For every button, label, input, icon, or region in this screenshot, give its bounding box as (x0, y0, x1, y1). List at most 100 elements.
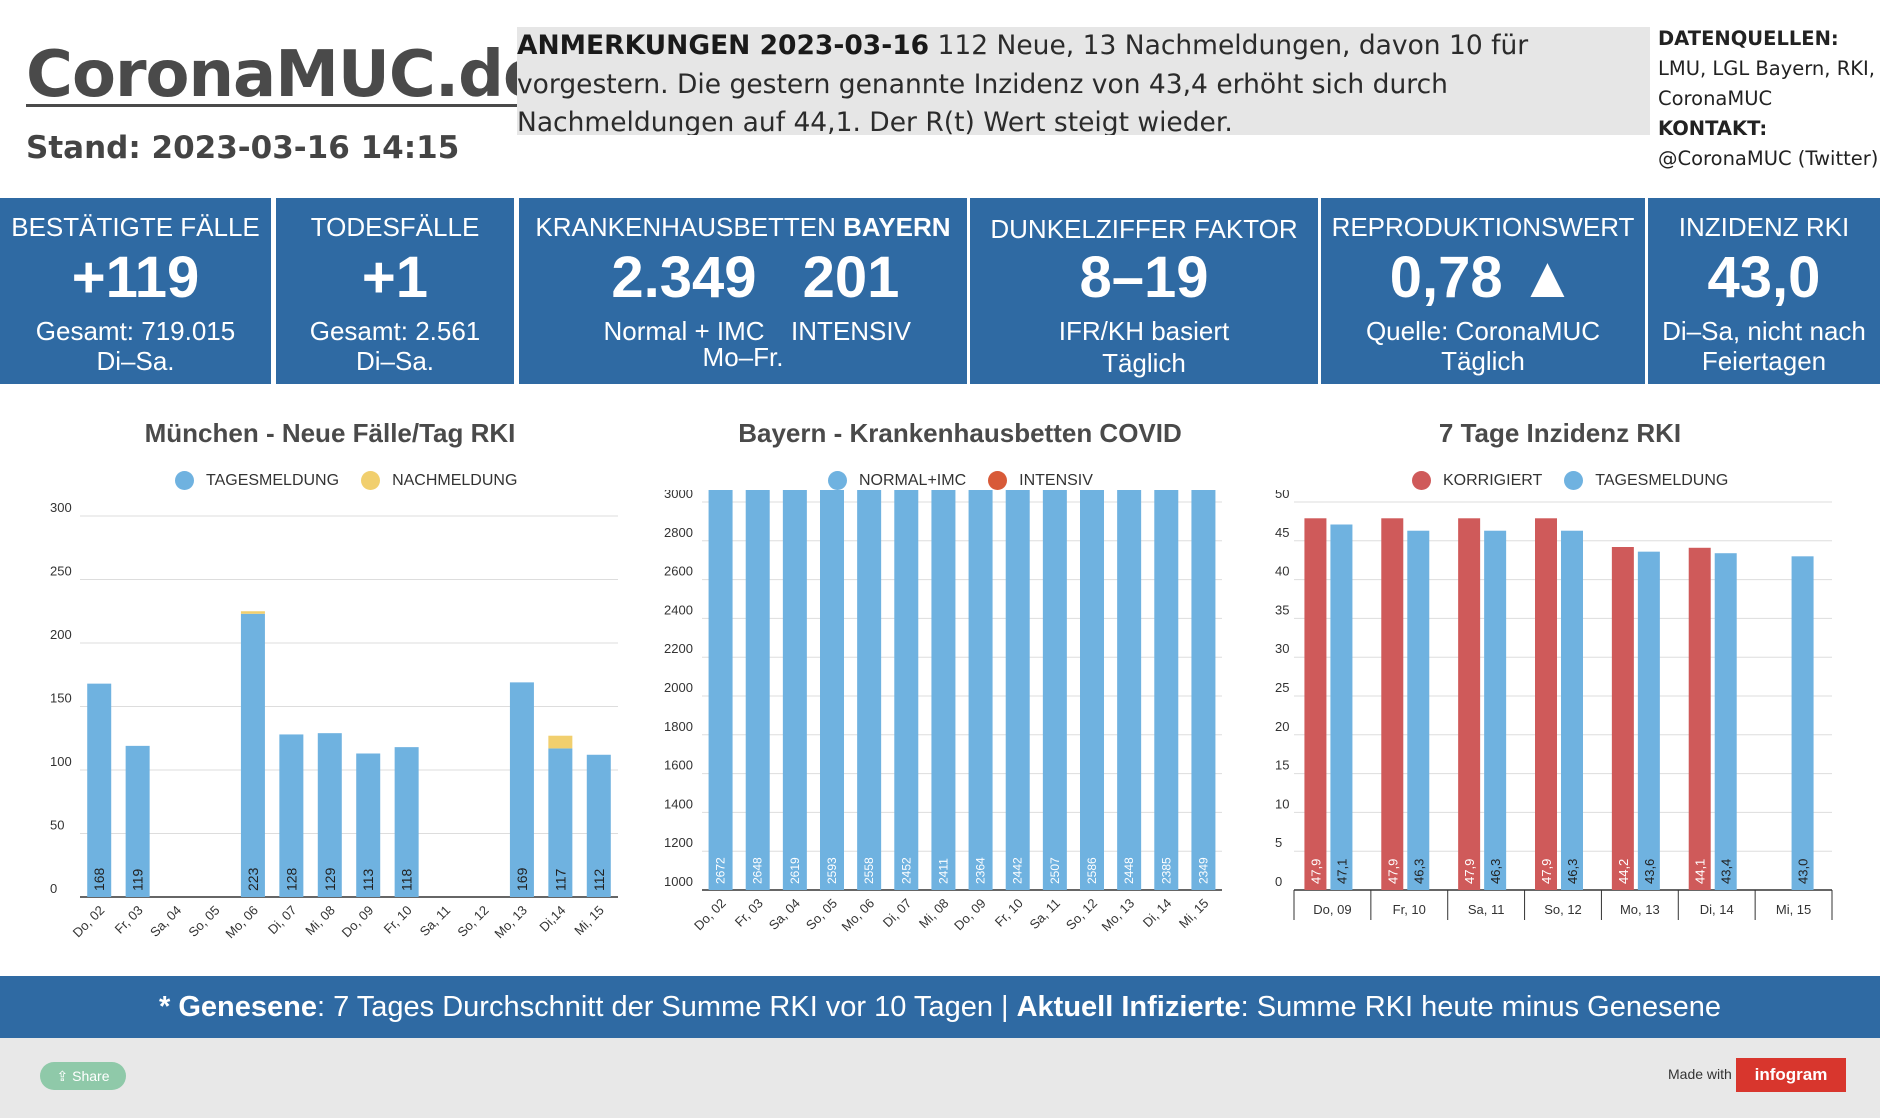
data-label: 47,9 (1539, 859, 1554, 884)
data-label: 2349 (1196, 857, 1210, 884)
x-tick-label: Sa, 11 (417, 903, 454, 940)
bar-tagesmeldung (509, 682, 534, 897)
data-label: 44,1 (1693, 859, 1708, 884)
x-tick-label: Do, 02 (691, 896, 729, 934)
data-label: 47,9 (1385, 859, 1400, 884)
bar-tagesmeldung (1561, 530, 1583, 890)
x-tick-label: Do, 09 (339, 903, 377, 941)
kpi-subtext: Di–Sa, nicht nach (1662, 316, 1866, 346)
bar-tagesmeldung (240, 613, 265, 897)
data-label: 2558 (862, 857, 876, 884)
data-label: 47,9 (1308, 859, 1323, 884)
legend-item[interactable]: NACHMELDUNG (361, 471, 517, 490)
y-tick-label: 200 (50, 627, 72, 642)
bar-tagesmeldung (1330, 524, 1353, 890)
legend-label: INTENSIV (1019, 471, 1093, 489)
y-tick-label: 50 (1275, 490, 1289, 501)
x-tick-label: Di, 07 (880, 896, 915, 931)
legend-item[interactable]: TAGESMELDUNG (175, 471, 339, 490)
data-label: 46,3 (1565, 859, 1580, 884)
chart-title-incidence: 7 Tage Inzidenz RKI (1438, 418, 1682, 448)
data-label: 119 (130, 868, 146, 891)
legend-dot-icon (988, 471, 1008, 490)
kpi-title: DUNKELZIFFER FAKTOR (990, 214, 1298, 244)
legend-dot-icon (1564, 471, 1584, 490)
data-label: 168 (91, 867, 107, 891)
legend-item[interactable]: NORMAL+IMC (828, 471, 966, 490)
bar-tagesmeldung (317, 733, 342, 897)
x-tick-label: Mi, 15 (1176, 896, 1212, 932)
data-label: 43,6 (1642, 859, 1657, 884)
bar-normal-imc (782, 490, 807, 890)
data-label: 129 (322, 867, 338, 891)
footer-genesene-text: : 7 Tages Durchschnitt der Summe RKI vor… (317, 991, 1017, 1023)
legend-label: KORRIGIERT (1443, 471, 1543, 489)
legend-incidence: KORRIGIERT TAGESMELDUNG (1412, 471, 1750, 490)
y-tick-label: 35 (1275, 602, 1289, 617)
bar-tagesmeldung (87, 683, 112, 897)
legend-item[interactable]: KORRIGIERT (1412, 471, 1542, 490)
contact-label: KONTAKT: (1658, 117, 1768, 140)
kpi-band: BESTÄTIGTE FÄLLE +119 Gesamt: 719.015 Di… (0, 198, 1880, 384)
legend-item[interactable]: INTENSIV (988, 471, 1093, 490)
notes-box: ANMERKUNGEN 2023-03-16 112 Neue, 13 Nach… (517, 27, 1650, 135)
kpi-value: 43,0 (1707, 245, 1821, 310)
data-label: 43,0 (1796, 859, 1811, 884)
x-tick-label: Fr, 03 (732, 896, 766, 930)
y-tick-label: 10 (1275, 796, 1289, 811)
y-tick-label: 1200 (664, 835, 693, 850)
kpi-schedule: Mo–Fr. (702, 342, 784, 372)
x-tick-label: So, 12 (454, 903, 491, 940)
data-label: 2385 (1159, 857, 1173, 884)
footer-genesene-label: * Genesene (159, 991, 318, 1023)
share-button[interactable]: ⇪ Share (40, 1062, 126, 1090)
x-tick-label: Sa, 11 (1026, 896, 1063, 933)
legend-dot-icon (361, 471, 381, 490)
kpi-subtext: Quelle: CoronaMUC (1365, 316, 1601, 346)
x-tick-label: Sa, 11 (1468, 902, 1505, 917)
bar-korrigiert (1611, 547, 1634, 890)
data-label: 2593 (825, 857, 839, 884)
bar-normal-imc (894, 490, 919, 890)
bar-normal-imc (820, 490, 844, 890)
data-label: 112 (591, 868, 607, 891)
infogram-logo[interactable]: infogram (1736, 1058, 1846, 1092)
legend-item[interactable]: TAGESMELDUNG (1564, 471, 1728, 490)
x-tick-label: Mo, 13 (1099, 896, 1138, 935)
bar-tagesmeldung (279, 734, 304, 897)
bar-normal-imc (745, 490, 770, 891)
y-tick-label: 40 (1275, 564, 1289, 579)
sources-text: LMU, LGL Bayern, RKI, CoronaMUC (1658, 57, 1875, 110)
x-tick-label: Di,14 (536, 903, 568, 935)
kpi-value: +119 (71, 245, 200, 310)
bar-normal-imc (1191, 490, 1216, 890)
kpi-dark-figure: DUNKELZIFFER FAKTOR 8–19 IFR/KH basiert … (970, 198, 1318, 384)
data-label: 46,3 (1411, 859, 1426, 884)
y-tick-label: 0 (1275, 874, 1282, 889)
y-tick-label: 150 (50, 691, 72, 706)
kpi-deaths: TODESFÄLLE +1 Gesamt: 2.561 Di–Sa. (276, 198, 514, 384)
footer-infizierte-text: : Summe RKI heute minus Genesene (1240, 991, 1721, 1023)
bar-normal-imc (857, 490, 882, 890)
made-with-label: Made with (1668, 1066, 1732, 1082)
share-icon: ⇪ (56, 1068, 73, 1084)
x-tick-label: Do, 09 (1313, 902, 1351, 917)
site-title-link[interactable]: CoronaMUC.de (26, 38, 546, 112)
y-tick-label: 300 (50, 500, 72, 515)
x-tick-label: So, 12 (1063, 896, 1100, 933)
bar-tagesmeldung (1637, 551, 1660, 890)
kpi-subtext: Gesamt: 2.561 (309, 316, 481, 346)
data-label: 44,2 (1616, 859, 1631, 884)
bar-tagesmeldung (1791, 556, 1814, 890)
y-tick-label: 0 (50, 881, 57, 896)
legend-beds: NORMAL+IMC INTENSIV (828, 471, 1115, 490)
bar-normal-imc (931, 490, 956, 890)
y-tick-label: 45 (1275, 525, 1289, 540)
y-tick-label: 2600 (664, 564, 693, 579)
bar-tagesmeldung (1714, 553, 1737, 890)
y-tick-label: 20 (1275, 719, 1289, 734)
x-tick-label: Mi, 15 (1776, 902, 1811, 917)
x-tick-label: Sa, 04 (766, 896, 803, 933)
y-tick-label: 1600 (664, 758, 693, 773)
